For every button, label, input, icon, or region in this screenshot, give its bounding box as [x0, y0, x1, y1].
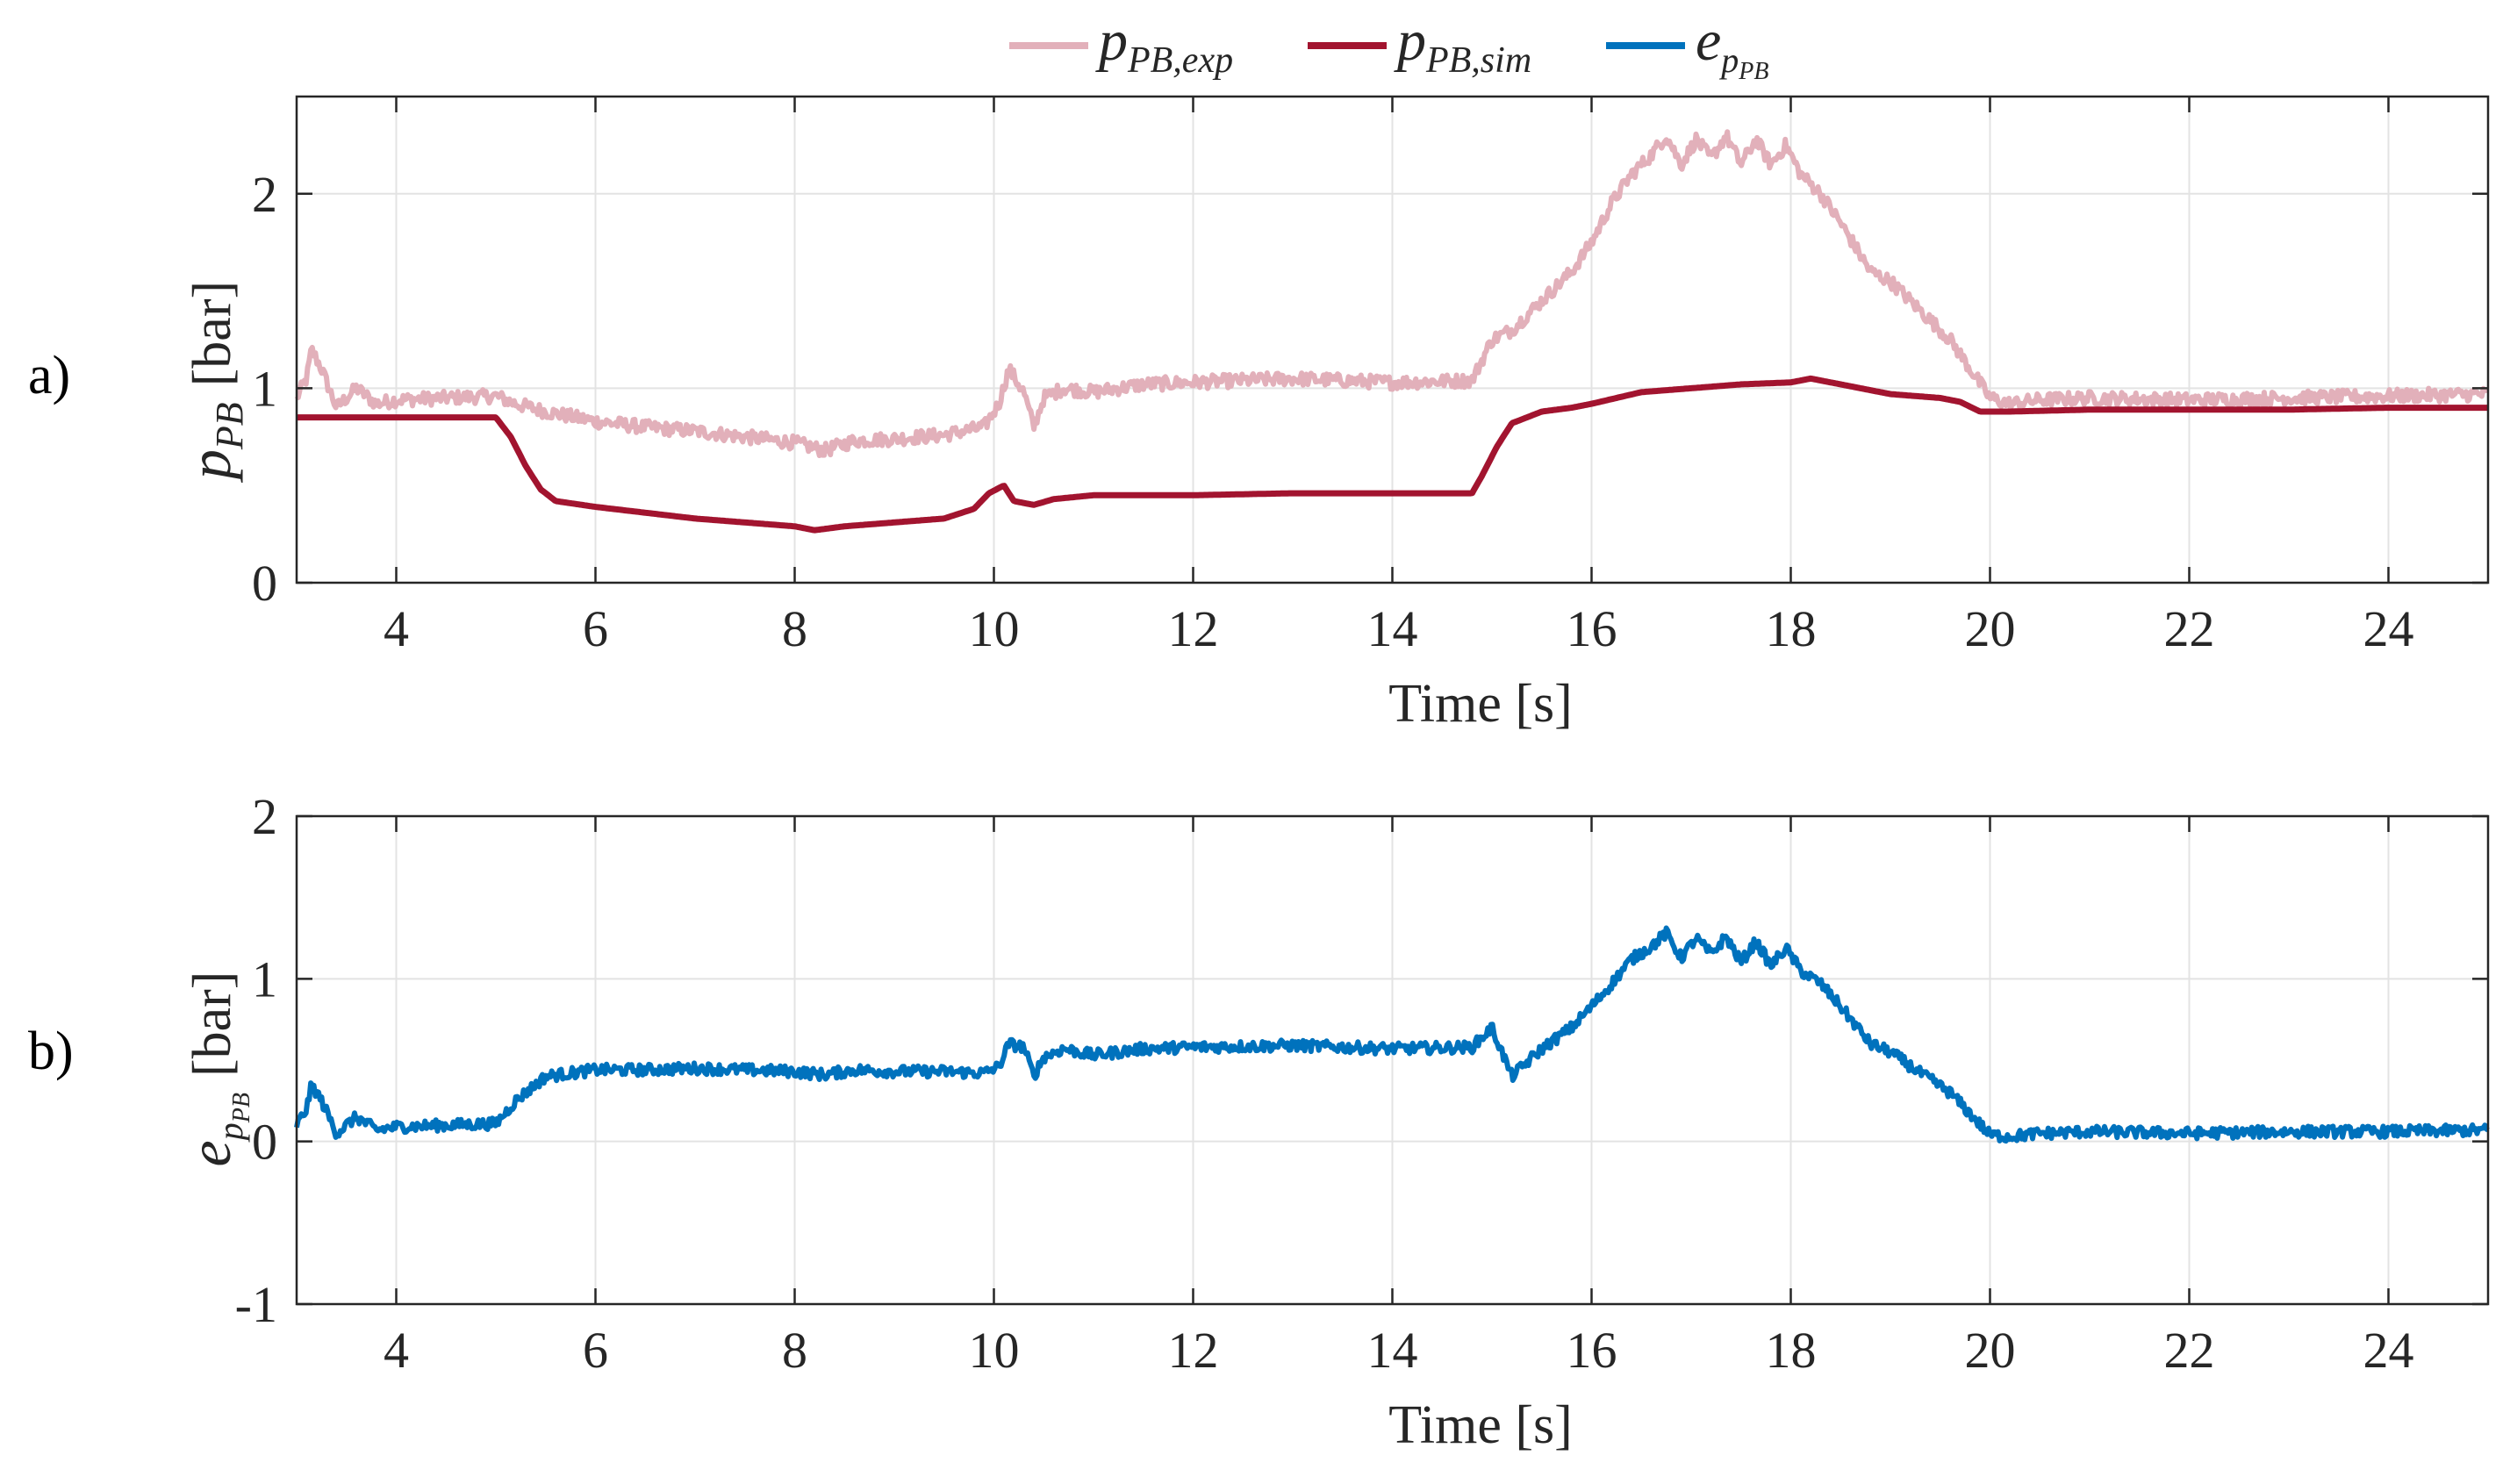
- y-tick-label: 2: [252, 788, 277, 845]
- x-tick-label: 6: [583, 600, 608, 657]
- y-tick-label: 2: [252, 166, 277, 223]
- y-axis-label-a: pPB[bar]: [176, 281, 251, 483]
- series-b: [294, 925, 2490, 1144]
- series-line-p-pb-sim: [295, 375, 2490, 534]
- x-tick-label: 16: [1567, 1322, 1617, 1379]
- x-tick-label: 12: [1168, 1322, 1219, 1379]
- legend-label-error: epPB: [1696, 9, 1769, 85]
- y-tick-label: 1: [252, 360, 277, 417]
- x-tick-label: 22: [2164, 600, 2215, 657]
- legend-label-exp: pPB,exp: [1095, 9, 1233, 81]
- x-tick-label: 8: [782, 600, 807, 657]
- x-tick-label: 18: [1766, 600, 1817, 657]
- x-tick-label: 20: [1965, 1322, 2016, 1379]
- x-tick-label: 12: [1168, 600, 1219, 657]
- x-tick-label: 22: [2164, 1322, 2215, 1379]
- x-tick-label: 20: [1965, 600, 2016, 657]
- y-tick-label: 0: [252, 555, 277, 612]
- gridlines-b: [297, 816, 2488, 1304]
- x-tick-label: 8: [782, 1322, 807, 1379]
- x-tick-label: 24: [2363, 600, 2414, 657]
- x-tick-label: 6: [583, 1322, 608, 1379]
- x-tick-label: 4: [384, 600, 409, 657]
- series-line-e-ppb: [294, 925, 2490, 1144]
- x-axis-label-b: Time [s]: [1388, 1395, 1573, 1455]
- y-tick-label: -1: [235, 1276, 277, 1333]
- y-axis-label-b: epPB[bar]: [176, 971, 255, 1167]
- x-tick-label: 10: [969, 600, 1020, 657]
- panel-label-b: b): [28, 1022, 74, 1081]
- x-tick-label: 4: [384, 1322, 409, 1379]
- x-tick-label: 10: [969, 1322, 1020, 1379]
- panel-label-a: a): [28, 346, 70, 405]
- y-tick-label: 0: [252, 1114, 277, 1171]
- x-tick-label: 16: [1567, 600, 1617, 657]
- series-a: [294, 129, 2490, 534]
- y-tick-label: 1: [252, 950, 277, 1007]
- series-line-p-pb-exp: [294, 129, 2490, 458]
- x-tick-label: 24: [2363, 1322, 2414, 1379]
- x-tick-label: 14: [1367, 1322, 1418, 1379]
- x-tick-label: 14: [1367, 600, 1418, 657]
- x-axis-label-a: Time [s]: [1388, 674, 1573, 734]
- legend: pPB,exp pPB,sim epPB: [1009, 9, 1769, 85]
- legend-label-sim: pPB,sim: [1394, 9, 1531, 81]
- x-tick-label: 18: [1766, 1322, 1817, 1379]
